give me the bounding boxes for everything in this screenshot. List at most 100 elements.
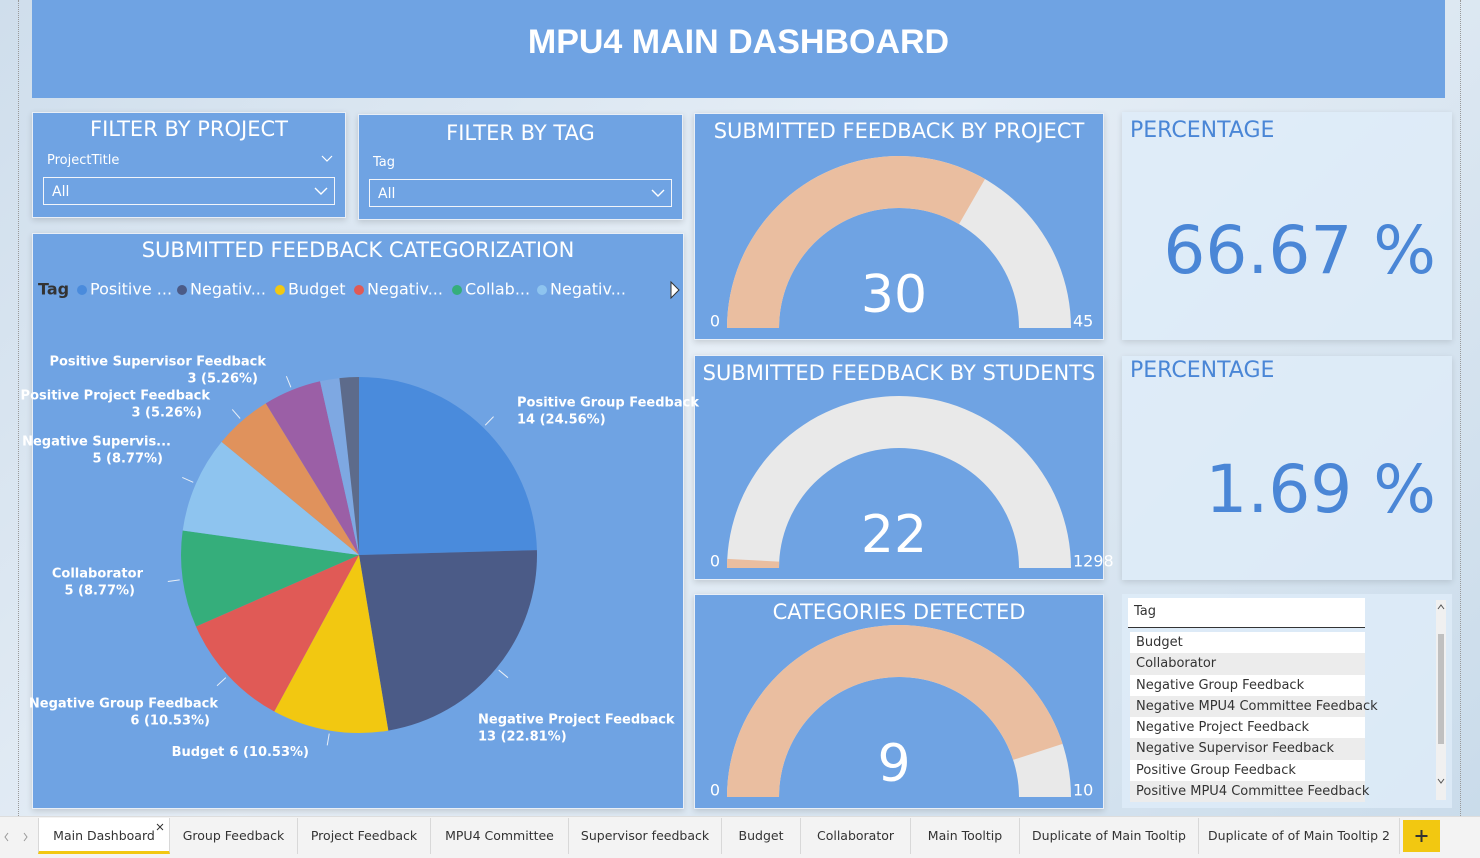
tab[interactable]: Group Feedback xyxy=(170,818,298,854)
slicer-item[interactable]: Positive Group Feedback xyxy=(1130,759,1365,782)
gauge-max: 10 xyxy=(1073,781,1093,800)
gauge-value-label: 22 xyxy=(861,505,927,565)
scroll-up[interactable] xyxy=(1437,604,1445,610)
leader-line xyxy=(326,733,330,746)
slice-name: Negative Group Feedback xyxy=(29,697,218,712)
chevron xyxy=(651,189,665,197)
slicer-list: Budget Collaborator Negative Group Feedbac… xyxy=(1130,632,1378,803)
slice-name: Negative Project Feedback xyxy=(478,713,675,728)
gauge-value-label: 30 xyxy=(861,265,927,325)
slice-name: Positive Group Feedback xyxy=(517,396,699,411)
slice-name: Negative Supervis... xyxy=(22,435,171,450)
tab-bar xyxy=(0,816,1480,858)
tab-close[interactable] xyxy=(156,823,164,831)
gauge-value-label: 9 xyxy=(877,734,910,794)
chevron xyxy=(314,187,328,195)
gauge-value xyxy=(727,558,780,568)
filter-tag: FILTER BY TAG Tag All xyxy=(358,114,683,220)
slice-value: 5 (8.77%) xyxy=(64,584,135,599)
legend-swatch xyxy=(452,285,462,295)
slicer-item[interactable]: Negative Group Feedback xyxy=(1130,674,1365,696)
chart-title: SUBMITTED FEEDBACK BY PROJECT xyxy=(714,119,1085,143)
tab[interactable]: MPU4 Committee xyxy=(431,818,569,854)
card-title: PERCENTAGE xyxy=(1130,358,1275,383)
chart-title: CATEGORIES DETECTED xyxy=(773,600,1026,624)
gauge-value xyxy=(727,155,985,328)
slice-value: 6 (10.53%) xyxy=(130,714,210,729)
header-title: MPU4 MAIN DASHBOARD xyxy=(527,23,950,61)
chart-title: SUBMITTED FEEDBACK BY STUDENTS xyxy=(703,361,1096,385)
tab[interactable]: Project Feedback xyxy=(298,818,431,854)
pie-slice xyxy=(320,378,359,555)
legend-swatch xyxy=(537,285,547,295)
filter-field: Tag xyxy=(373,155,396,170)
tab[interactable]: Duplicate of Main Tooltip xyxy=(1020,818,1199,854)
gauge-track xyxy=(727,396,1071,568)
slice-value: 6 (10.53%) xyxy=(229,745,309,760)
legend-label: Positive ... xyxy=(90,280,172,299)
scrollbar[interactable] xyxy=(1436,600,1446,800)
slice-name: Positive Supervisor Feedback xyxy=(49,355,266,370)
add-tab[interactable] xyxy=(1403,820,1440,852)
slice-label: Budget 6 (10.53%) xyxy=(172,745,309,760)
filter-project: FILTER BY PROJECT ProjectTitle All xyxy=(32,112,346,218)
gauge-value xyxy=(727,625,1063,797)
chart-title: SUBMITTED FEEDBACK CATEGORIZATION xyxy=(142,238,575,262)
tab[interactable]: Duplicate of of Main Tooltip 2 xyxy=(1199,818,1400,854)
leader-line xyxy=(285,376,292,388)
dropdown[interactable]: All xyxy=(369,179,672,207)
slicer-panel: Tag Budget Collaborator Negative Group Fee… xyxy=(1122,594,1452,808)
slicer-item[interactable]: Negative Project Feedback xyxy=(1130,717,1365,739)
dropdown[interactable]: All xyxy=(43,177,335,205)
legend-swatch xyxy=(77,285,87,295)
pie-slice xyxy=(274,555,389,733)
gauge-min: 0 xyxy=(710,552,720,571)
tab[interactable]: Main Dashboard xyxy=(38,818,170,854)
slicer-header: Tag xyxy=(1128,598,1365,628)
slicer-item[interactable]: Positive MPU4 Committee Feedback xyxy=(1130,781,1369,803)
slicer-item[interactable]: Budget xyxy=(1130,632,1365,654)
leader-line xyxy=(182,477,194,483)
dropdown-value: All xyxy=(378,186,396,202)
slice-name: Positive Project Feedback xyxy=(21,389,211,404)
legend-swatch xyxy=(354,285,364,295)
tab-nav[interactable] xyxy=(2,831,32,843)
slice-name: Collaborator xyxy=(52,567,144,582)
pie-slice xyxy=(359,377,537,555)
dropdown-value: All xyxy=(52,184,70,200)
tab[interactable]: Collaborator xyxy=(801,818,911,854)
pie-slice xyxy=(182,441,359,555)
legend-next xyxy=(670,280,680,300)
card-title: PERCENTAGE xyxy=(1130,118,1275,143)
scroll-down[interactable] xyxy=(1437,778,1445,784)
leader-line xyxy=(484,416,494,426)
leader-line xyxy=(231,409,241,419)
legend-label: Negativ... xyxy=(367,280,443,299)
legend-label: Collab... xyxy=(465,280,530,299)
pie-slice xyxy=(359,550,537,731)
slice-value: 3 (5.26%) xyxy=(187,372,258,387)
slice-value: 14 (24.56%) xyxy=(517,413,606,428)
slicer-item[interactable]: Negative Supervisor Feedback xyxy=(1130,738,1365,760)
filter-title: FILTER BY PROJECT xyxy=(90,117,288,141)
pie-slice xyxy=(339,377,359,555)
legend-swatch xyxy=(275,285,285,295)
tab[interactable]: Supervisor feedback xyxy=(569,818,722,854)
card: PERCENTAGE 66.67 % xyxy=(1122,112,1452,340)
gauge-min: 0 xyxy=(710,781,720,800)
pie-slice xyxy=(221,403,359,555)
slice-value: 5 (8.77%) xyxy=(92,452,163,467)
slicer-item[interactable]: Collaborator xyxy=(1130,653,1365,675)
legend-label: Negativ... xyxy=(550,280,626,299)
leader-line xyxy=(167,579,180,583)
card: PERCENTAGE 1.69 % xyxy=(1122,356,1452,580)
tab[interactable]: Main Tooltip xyxy=(911,818,1020,854)
card-value: 66.67 % xyxy=(1163,212,1436,289)
legend-label: Negativ... xyxy=(190,280,266,299)
filter-title: FILTER BY TAG xyxy=(446,121,595,145)
slicer-item[interactable]: Negative MPU4 Committee Feedback xyxy=(1130,695,1378,718)
legend-label: Budget xyxy=(288,280,346,299)
card-value: 1.69 % xyxy=(1205,451,1436,528)
tab[interactable]: Budget xyxy=(722,818,801,854)
